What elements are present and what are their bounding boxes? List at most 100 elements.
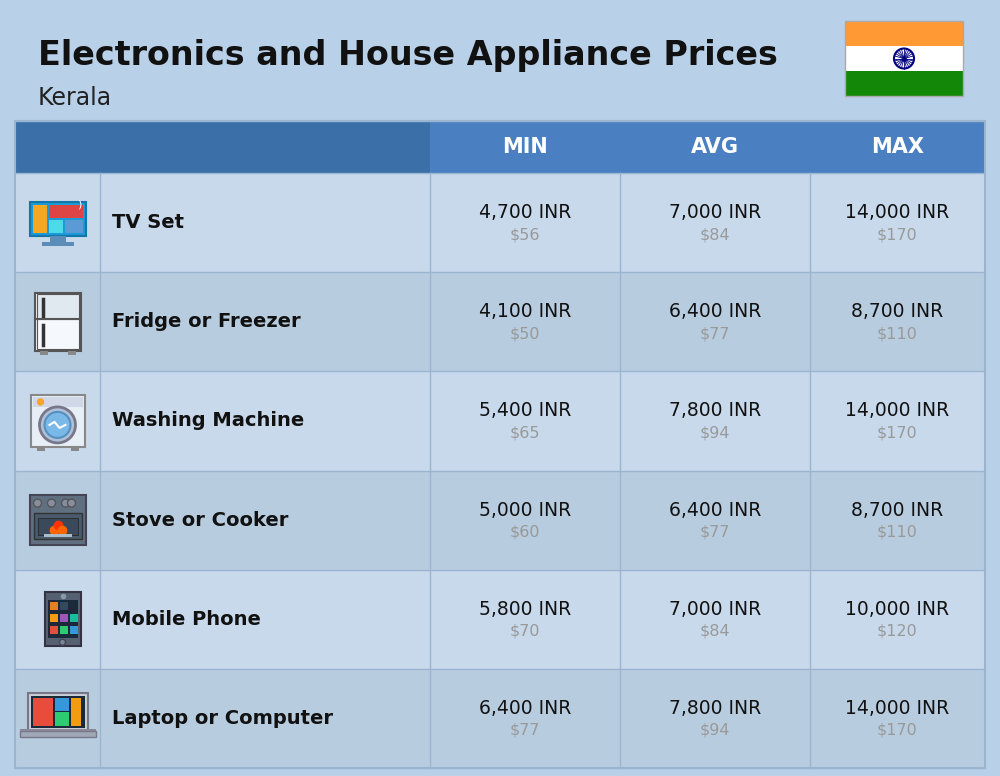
Circle shape xyxy=(60,639,66,646)
Bar xyxy=(42,241,74,245)
Text: 7,000 INR: 7,000 INR xyxy=(669,600,761,618)
Text: MIN: MIN xyxy=(502,137,548,157)
Bar xyxy=(70,698,80,726)
Bar xyxy=(54,712,68,726)
Text: MAX: MAX xyxy=(871,137,924,157)
Circle shape xyxy=(62,499,70,507)
Text: 8,700 INR: 8,700 INR xyxy=(851,501,944,520)
Bar xyxy=(40,351,48,355)
Circle shape xyxy=(68,499,76,507)
Bar xyxy=(44,592,80,646)
Text: 14,000 INR: 14,000 INR xyxy=(845,401,950,421)
Text: Laptop or Computer: Laptop or Computer xyxy=(112,709,333,728)
Bar xyxy=(20,729,96,732)
Bar xyxy=(15,121,985,768)
Bar xyxy=(60,602,68,610)
Text: $120: $120 xyxy=(877,624,918,639)
Bar xyxy=(54,698,68,712)
Bar xyxy=(44,534,72,537)
Text: $60: $60 xyxy=(510,525,540,539)
Bar xyxy=(36,294,78,319)
Circle shape xyxy=(38,399,44,405)
Text: 14,000 INR: 14,000 INR xyxy=(845,699,950,718)
Bar xyxy=(36,319,78,348)
Bar xyxy=(845,21,963,46)
Text: 10,000 INR: 10,000 INR xyxy=(845,600,950,618)
Text: 7,800 INR: 7,800 INR xyxy=(669,699,761,718)
Bar xyxy=(60,615,68,622)
Text: 6,400 INR: 6,400 INR xyxy=(669,302,761,321)
Text: 4,100 INR: 4,100 INR xyxy=(479,302,571,321)
Bar xyxy=(48,601,78,638)
Text: 8,700 INR: 8,700 INR xyxy=(851,302,944,321)
Text: Electronics and House Appliance Prices: Electronics and House Appliance Prices xyxy=(38,40,778,72)
Text: 7,000 INR: 7,000 INR xyxy=(669,203,761,222)
Bar xyxy=(60,626,68,634)
Text: TV Set: TV Set xyxy=(112,213,184,232)
Bar xyxy=(32,397,82,407)
Bar xyxy=(32,698,52,726)
Circle shape xyxy=(44,412,70,438)
Text: 7,800 INR: 7,800 INR xyxy=(669,401,761,421)
Bar xyxy=(34,293,80,351)
Bar xyxy=(28,694,88,732)
Bar xyxy=(15,470,985,570)
Bar xyxy=(48,220,62,233)
Text: $56: $56 xyxy=(510,227,540,242)
Text: Kerala: Kerala xyxy=(38,86,112,110)
Text: 5,400 INR: 5,400 INR xyxy=(479,401,571,421)
Bar xyxy=(30,395,84,447)
Bar xyxy=(30,495,86,545)
Bar xyxy=(30,202,86,236)
Text: $77: $77 xyxy=(700,525,730,539)
Text: $170: $170 xyxy=(877,723,918,738)
Bar xyxy=(70,615,78,622)
Bar xyxy=(68,351,76,355)
Circle shape xyxy=(40,407,76,443)
Text: $77: $77 xyxy=(700,326,730,341)
Text: Fridge or Freezer: Fridge or Freezer xyxy=(112,312,301,331)
Text: $84: $84 xyxy=(700,624,730,639)
Text: $70: $70 xyxy=(510,624,540,639)
Circle shape xyxy=(48,499,56,507)
Text: ): ) xyxy=(78,199,82,210)
Bar xyxy=(15,372,985,470)
Text: $65: $65 xyxy=(510,425,540,441)
Bar xyxy=(36,447,44,451)
Text: $170: $170 xyxy=(877,425,918,441)
Text: 5,800 INR: 5,800 INR xyxy=(479,600,571,618)
Bar xyxy=(845,71,963,96)
Text: Mobile Phone: Mobile Phone xyxy=(112,610,261,629)
Bar xyxy=(50,236,66,241)
Text: Washing Machine: Washing Machine xyxy=(112,411,304,431)
Text: 5,000 INR: 5,000 INR xyxy=(479,501,571,520)
Bar xyxy=(34,513,82,539)
Bar xyxy=(845,21,963,96)
Bar xyxy=(38,518,78,535)
Bar xyxy=(15,570,985,669)
Bar xyxy=(64,220,82,233)
Circle shape xyxy=(34,499,42,507)
Text: $110: $110 xyxy=(877,525,918,539)
Text: 14,000 INR: 14,000 INR xyxy=(845,203,950,222)
Text: $94: $94 xyxy=(700,723,730,738)
Bar xyxy=(70,626,78,634)
Text: 4,700 INR: 4,700 INR xyxy=(479,203,571,222)
Bar xyxy=(32,205,46,233)
Bar xyxy=(50,602,58,610)
Bar xyxy=(50,626,58,634)
Bar xyxy=(15,121,985,173)
Bar xyxy=(15,121,430,173)
Bar xyxy=(30,696,84,729)
Text: 6,400 INR: 6,400 INR xyxy=(479,699,571,718)
Text: $50: $50 xyxy=(510,326,540,341)
Bar xyxy=(70,447,78,451)
Bar xyxy=(20,732,96,737)
Bar xyxy=(48,205,82,217)
Text: $170: $170 xyxy=(877,227,918,242)
Bar xyxy=(15,669,985,768)
Bar xyxy=(15,173,985,272)
Text: $110: $110 xyxy=(877,326,918,341)
Bar xyxy=(845,46,963,71)
Text: $84: $84 xyxy=(700,227,730,242)
